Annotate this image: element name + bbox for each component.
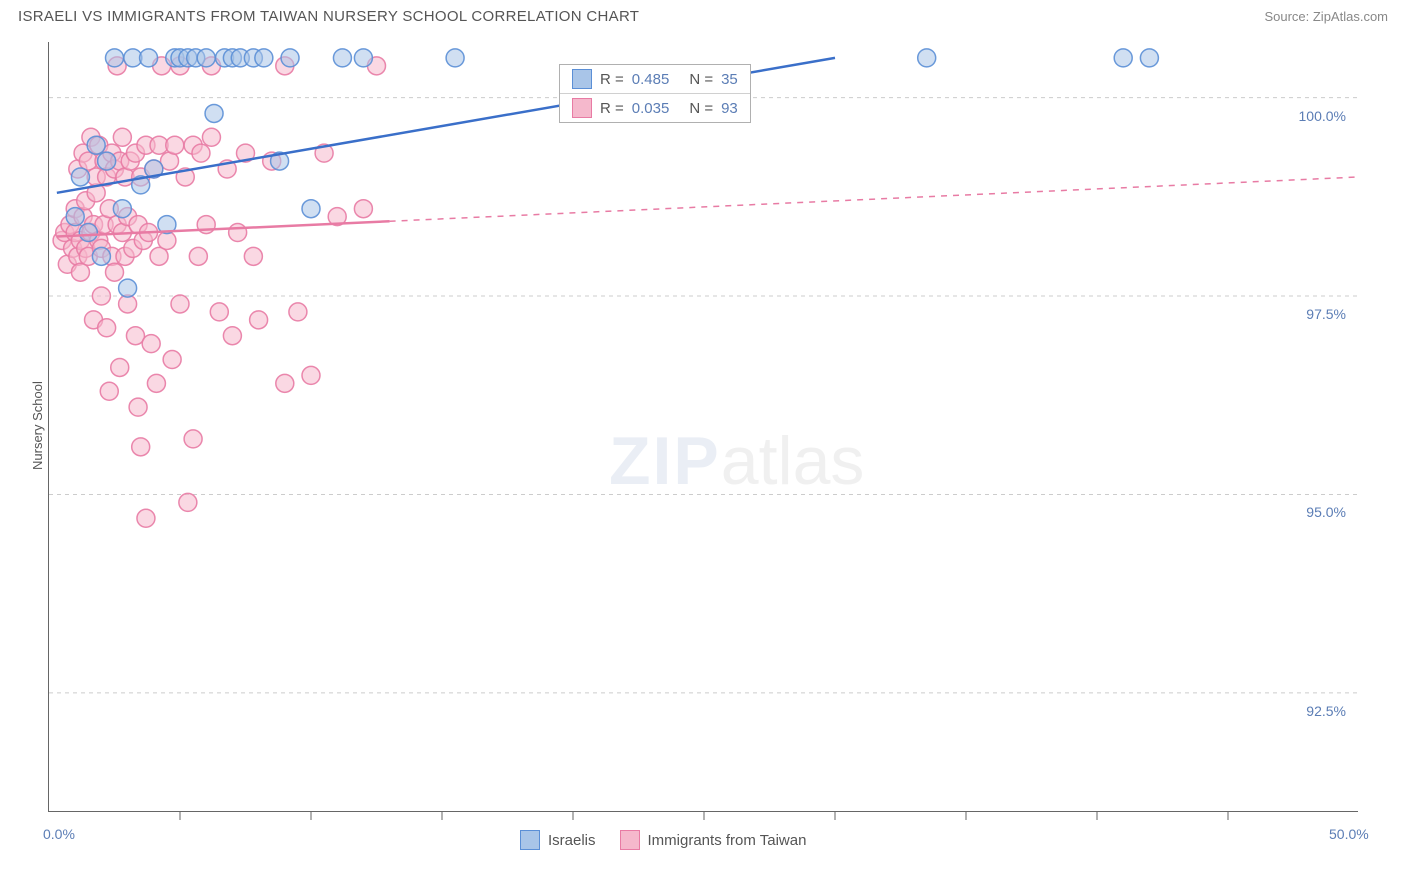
y-tick-label: 92.5% [1306,703,1346,719]
series-legend: Israelis Immigrants from Taiwan [520,830,806,850]
y-tick-label: 100.0% [1299,108,1346,124]
series-legend-item: Immigrants from Taiwan [620,830,807,850]
correlation-legend-row: R = 0.035 N = 93 [560,94,750,122]
legend-r-label: R = [600,71,624,88]
y-tick-label: 97.5% [1306,306,1346,322]
legend-swatch [620,830,640,850]
scatter-plot-svg [49,42,1359,812]
chart-plot-area: ZIPatlas R = 0.485N = 35R = 0.035N = 93 … [48,42,1358,812]
x-axis-max-label: 50.0% [1329,826,1369,842]
legend-n-value: 35 [721,71,738,88]
legend-n-value: 93 [721,100,738,117]
legend-label: Israelis [548,832,596,849]
y-tick-label: 95.0% [1306,504,1346,520]
legend-r-label: R = [600,100,624,117]
series-legend-item: Israelis [520,830,596,850]
correlation-legend-row: R = 0.485 N = 35 [560,65,750,94]
source-attribution: Source: ZipAtlas.com [1264,9,1388,24]
y-axis-label: Nursery School [30,381,45,470]
legend-r-value: 0.035 [632,100,670,117]
legend-swatch [572,69,592,89]
legend-r-value: 0.485 [632,71,670,88]
chart-header: ISRAELI VS IMMIGRANTS FROM TAIWAN NURSER… [0,0,1406,31]
chart-title: ISRAELI VS IMMIGRANTS FROM TAIWAN NURSER… [18,8,639,25]
legend-swatch [572,98,592,118]
correlation-legend: R = 0.485 N = 35 R = 0.035 N = 93 [559,64,751,123]
x-axis-min-label: 0.0% [43,826,75,842]
legend-swatch [520,830,540,850]
legend-n-label: N = [689,100,713,117]
legend-label: Immigrants from Taiwan [648,832,807,849]
legend-n-label: N = [689,71,713,88]
